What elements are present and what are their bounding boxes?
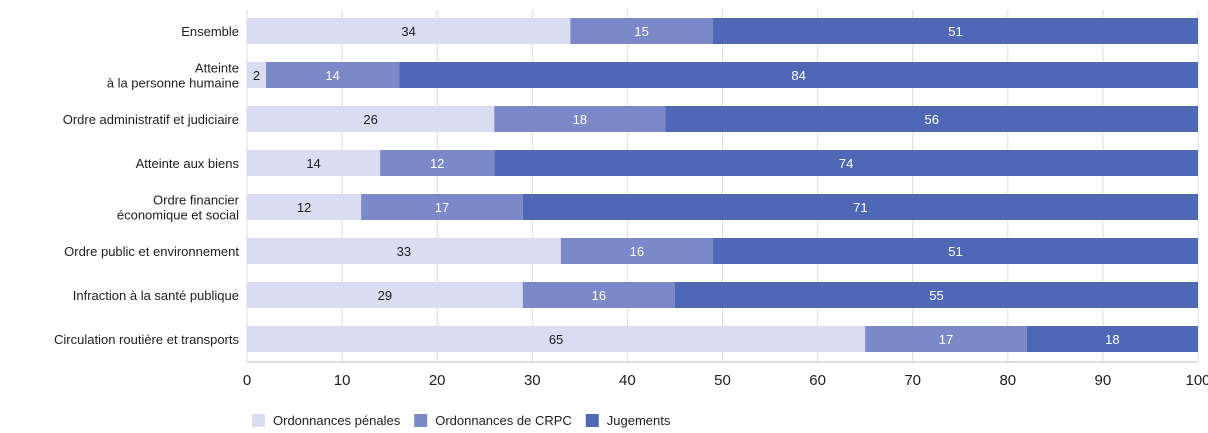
bar-value-label: 55 [929,288,943,303]
x-tick-label: 40 [619,372,636,389]
bar-value-label: 16 [592,288,606,303]
bar-value-label: 74 [839,156,853,171]
bar-segment [247,282,523,308]
x-tick-label: 60 [809,372,826,389]
legend-label: Jugements [607,413,671,428]
bar-value-label: 84 [791,68,805,83]
x-tick-label: 0 [243,372,251,389]
bar-value-label: 18 [573,112,587,127]
bar-value-label: 51 [948,244,962,259]
bar-segment [247,238,561,264]
bar-value-label: 51 [948,24,962,39]
bar-value-label: 14 [325,68,339,83]
bar-segment [560,238,713,264]
bars [247,18,1198,352]
category-label: Atteinte à la personne humaine [107,61,239,91]
bar-value-label: 17 [939,332,953,347]
bar-value-label: 26 [363,112,377,127]
category-label: Ordre public et environnement [64,244,239,259]
bar-segment [361,194,523,220]
x-tick-label: 100 [1185,372,1208,389]
category-label: Circulation routière et transports [54,332,239,347]
category-label: Ensemble [181,24,239,39]
category-label: Ordre financier économique et social [117,193,240,223]
legend-label: Ordonnances de CRPC [435,413,572,428]
bar-value-label: 15 [634,24,648,39]
bar-value-label: 29 [378,288,392,303]
bar-segment [712,238,1198,264]
bar-segment [399,62,1198,88]
x-tick-label: 50 [714,372,731,389]
x-tick-label: 80 [999,372,1016,389]
bar-segment [522,282,675,308]
bar-value-label: 65 [549,332,563,347]
x-tick-label: 30 [524,372,541,389]
category-label: Atteinte aux biens [136,156,240,171]
legend: Ordonnances pénales Ordonnances de CRPC Ju… [252,413,671,428]
bar-segment [247,150,381,176]
bar-value-label: 33 [397,244,411,259]
bar-segment [247,62,267,88]
bar-value-label: 2 [253,68,260,83]
bar-value-label: 16 [630,244,644,259]
bar-value-label: 56 [924,112,938,127]
x-axis: 0 10 20 30 40 50 60 70 80 90 100 [243,361,1208,389]
bar-value-label: 12 [297,200,311,215]
category-label: Infraction à la santé publique [73,288,239,303]
x-tick-label: 20 [429,372,446,389]
bar-segment [380,150,495,176]
bar-value-label: 12 [430,156,444,171]
bar-segment [247,194,362,220]
bar-value-label: 34 [401,24,415,39]
bar-segment [674,282,1198,308]
bar-segment [494,150,1198,176]
bar-value-label: 71 [853,200,867,215]
bar-segment [665,106,1198,132]
bar-value-label: 14 [306,156,320,171]
legend-swatch [585,414,599,427]
bar-value-label: 17 [435,200,449,215]
category-label: Ordre administratif et judiciaire [63,112,239,127]
bar-segment [494,106,666,132]
bar-segment [247,326,866,352]
legend-swatch [414,414,428,427]
value-labels: 34 15 51 2 14 84 26 18 56 14 12 74 12 17 71 33 16 51 29 16 5… [253,24,1120,347]
x-tick-label: 70 [904,372,921,389]
bar-segment [570,18,713,44]
bar-segment [522,194,1198,220]
bar-segment [247,106,495,132]
x-tick-label: 90 [1095,372,1112,389]
x-tick-label: 10 [334,372,351,389]
bar-value-label: 18 [1105,332,1119,347]
bar-segment [247,18,571,44]
bar-segment [1026,326,1198,352]
legend-swatch [252,414,265,427]
bar-segment [865,326,1027,352]
bar-segment [712,18,1198,44]
category-labels: Ensemble Atteinte à la personne humaine Ord… [54,24,240,347]
legend-label: Ordonnances pénales [273,413,401,428]
bar-segment [266,62,400,88]
